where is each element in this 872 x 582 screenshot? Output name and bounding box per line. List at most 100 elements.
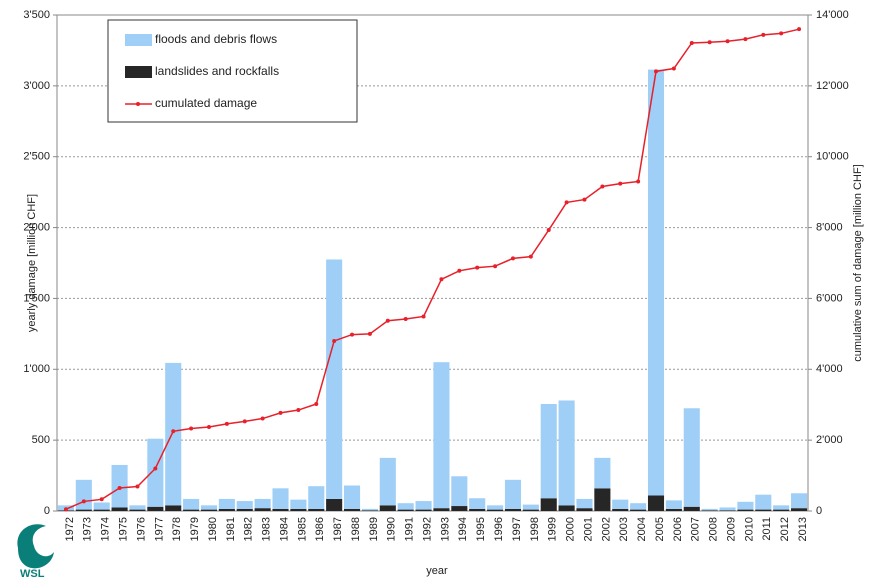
- bar-segment: [773, 505, 790, 510]
- bar-segment: [773, 509, 790, 511]
- y2-tick-label: 2'000: [816, 434, 843, 446]
- bar-segment: [254, 508, 271, 511]
- line-point: [63, 507, 68, 512]
- bar-segment: [290, 499, 307, 509]
- bar-segment: [129, 505, 146, 510]
- x-tick-label: 1979: [189, 517, 201, 541]
- line-point: [654, 69, 659, 74]
- logo: WSL: [17, 524, 54, 580]
- bar-segment: [487, 509, 504, 511]
- bar-segment: [379, 457, 396, 506]
- x-tick-label: 2002: [600, 517, 612, 541]
- x-tick-label: 2001: [582, 517, 594, 541]
- x-tick-label: 1997: [511, 517, 523, 541]
- bar-segment: [683, 506, 700, 511]
- x-tick-label: 1983: [261, 517, 273, 541]
- bar-segment: [630, 503, 647, 510]
- line-point: [278, 410, 283, 415]
- x-tick-label: 1994: [457, 517, 469, 541]
- bar-segment: [594, 488, 611, 511]
- line-point: [457, 268, 462, 273]
- bar-segment: [361, 510, 378, 511]
- bar-segment: [791, 508, 808, 511]
- bar-segment: [218, 508, 235, 511]
- bar-segment: [75, 509, 92, 511]
- bar-segment: [290, 508, 307, 511]
- line-point: [153, 466, 158, 471]
- bar-segment: [451, 476, 468, 507]
- bar-segment: [93, 502, 110, 510]
- legend-label: floods and debris flows: [155, 32, 277, 46]
- logo-swirl: [17, 524, 54, 569]
- bar-segment: [719, 510, 736, 511]
- x-tick-label: 1999: [547, 517, 559, 541]
- line-point: [242, 419, 247, 424]
- y-tick-label: 3'500: [23, 9, 50, 21]
- x-tick-label: 2013: [797, 517, 809, 541]
- bar-segment: [540, 498, 557, 511]
- line-point: [689, 40, 694, 45]
- bar-segment: [218, 498, 235, 509]
- bar-segment: [469, 498, 486, 509]
- x-tick-label: 2012: [779, 517, 791, 541]
- line-point: [350, 332, 355, 337]
- bar-segment: [594, 457, 611, 489]
- x-tick-label: 1981: [225, 517, 237, 541]
- line-point: [296, 408, 301, 413]
- legend-label: landslides and rockfalls: [155, 64, 279, 78]
- bar-segment: [487, 505, 504, 510]
- bar-segment: [200, 509, 218, 511]
- y-tick-label: 3'000: [23, 80, 50, 92]
- line-point: [618, 181, 623, 186]
- bar-segment: [630, 509, 647, 511]
- y2-tick-label: 14'000: [816, 9, 849, 21]
- line-point: [81, 499, 86, 504]
- bar-segment: [183, 509, 200, 511]
- bar-segment: [737, 509, 754, 511]
- bar-segment: [165, 505, 182, 511]
- bar-segment: [272, 488, 289, 509]
- y2-tick-label: 4'000: [816, 363, 843, 375]
- x-tick-label: 2006: [672, 517, 684, 541]
- bar-segment: [469, 508, 486, 511]
- bar-segment: [576, 508, 593, 511]
- line: [65, 28, 800, 510]
- line-point: [260, 416, 265, 421]
- bar-segment: [343, 485, 361, 509]
- bar-segment: [200, 505, 218, 510]
- x-tick-label: 1993: [439, 517, 451, 541]
- x-tick-label: 1976: [135, 517, 147, 541]
- y-tick-label: 500: [32, 434, 50, 446]
- y2-tick-label: 6'000: [816, 292, 843, 304]
- y-tick-label: 1'500: [23, 292, 50, 304]
- y2-axis-title: cumulative sum of damage [million CHF]: [852, 164, 864, 361]
- bar-segment: [451, 506, 468, 511]
- y-tick-label: 0: [44, 505, 50, 517]
- line-point: [546, 228, 551, 233]
- x-tick-label: 2000: [565, 517, 577, 541]
- bar-segment: [755, 509, 772, 511]
- bar-segment: [308, 508, 325, 511]
- line-point: [189, 426, 194, 431]
- bar-segment: [576, 498, 593, 509]
- line-point: [779, 31, 784, 36]
- bar-segment: [183, 498, 200, 510]
- bar-segment: [558, 400, 575, 506]
- bar-segment: [683, 408, 700, 507]
- x-tick-label: 1978: [171, 517, 183, 541]
- line-point: [725, 39, 730, 44]
- line-point: [528, 254, 533, 259]
- bar-segment: [522, 504, 539, 510]
- bar-segment: [308, 486, 325, 509]
- bar-segment: [272, 508, 289, 511]
- line-point: [421, 314, 426, 319]
- legend-swatch: [125, 34, 152, 46]
- bar-segment: [165, 362, 182, 506]
- x-tick-label: 2003: [618, 517, 630, 541]
- x-tick-label: 1972: [64, 517, 76, 541]
- x-tick-label: 1992: [421, 517, 433, 541]
- line-point: [743, 37, 748, 42]
- line-point: [510, 256, 515, 261]
- x-tick-label: 1985: [296, 517, 308, 541]
- x-tick-label: 1975: [117, 517, 129, 541]
